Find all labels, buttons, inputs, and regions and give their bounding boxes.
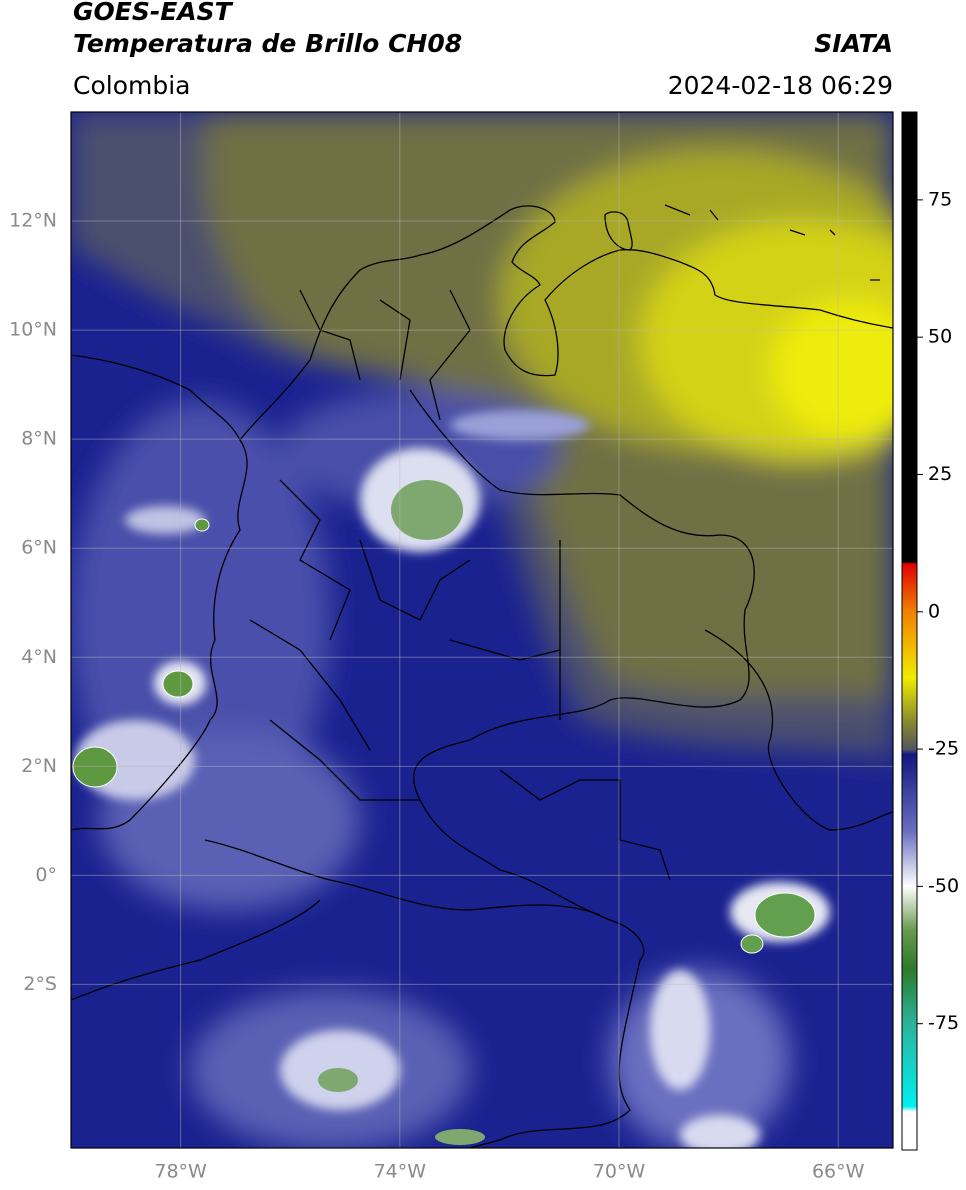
colorbar bbox=[901, 111, 918, 1151]
colorbar-tick-label: 0 bbox=[928, 600, 940, 622]
y-tick-label: 10°N bbox=[9, 319, 57, 341]
labels: 78°W 74°W 70°W 66°W 2°S 0° 2°N 4°N 6°N 8°N 10°N 12°… bbox=[9, 188, 959, 1182]
satellite-image bbox=[71, 112, 893, 1148]
y-tick-label: 4°N bbox=[21, 646, 57, 668]
y-tick-label: 8°N bbox=[21, 428, 57, 450]
region: Colombia bbox=[73, 71, 190, 100]
y-tick-label: 2°S bbox=[23, 973, 57, 995]
source: SIATA bbox=[814, 29, 893, 58]
map-frame bbox=[70, 111, 894, 1149]
y-tick-label: 2°N bbox=[21, 755, 57, 777]
subtitle: Temperatura de Brillo CH08 bbox=[73, 29, 462, 58]
x-tick-label: 74°W bbox=[374, 1161, 427, 1183]
colorbar-tick-label: -50 bbox=[928, 875, 959, 897]
y-tick-label: 12°N bbox=[9, 210, 57, 232]
colorbar-tick-label: 25 bbox=[928, 463, 952, 485]
x-tick-label: 78°W bbox=[154, 1161, 207, 1183]
y-tick-label: 6°N bbox=[21, 537, 57, 559]
x-tick-label: 70°W bbox=[593, 1161, 646, 1183]
grid bbox=[71, 112, 893, 1148]
colorbar-tick-label: -25 bbox=[928, 738, 959, 760]
colorbar-tick-label: 75 bbox=[928, 188, 952, 210]
datetime: 2024-02-18 06:29 bbox=[668, 71, 893, 100]
x-tick-label: 66°W bbox=[812, 1161, 865, 1183]
colorbar-tick-label: -75 bbox=[928, 1012, 959, 1034]
y-tick-label: 0° bbox=[35, 864, 57, 886]
title: GOES-EAST bbox=[73, 0, 234, 26]
colorbar-tick-label: 50 bbox=[928, 326, 952, 348]
